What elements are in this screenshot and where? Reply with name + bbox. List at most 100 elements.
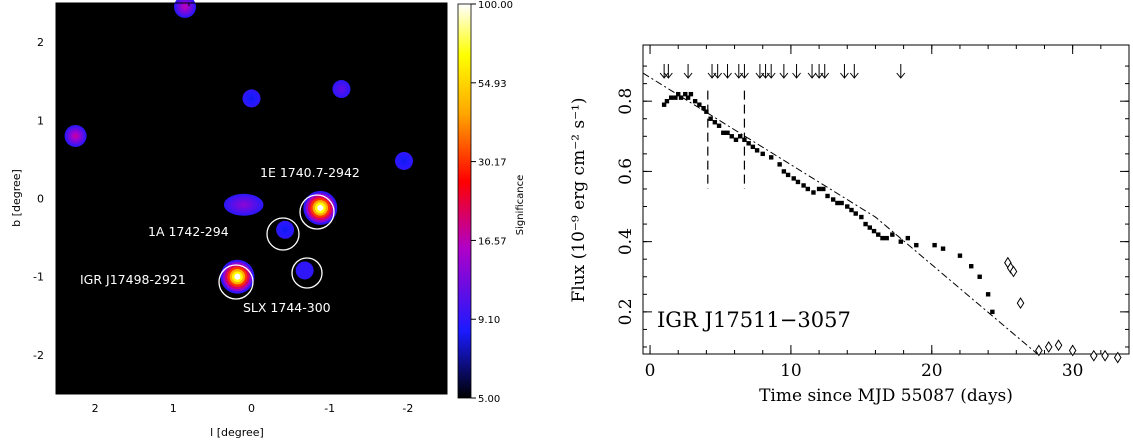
- flux-point-square: [761, 152, 765, 156]
- flux-point-square: [669, 95, 673, 99]
- upper-limit-arrow: [740, 64, 748, 78]
- light-curve-panel: 0 10 20 30 0.2 0.4 0.6 0.8 IGR J17511−3057 Time…: [569, 45, 1129, 406]
- upper-limit-arrow: [708, 64, 716, 78]
- upper-limit-arrow: [850, 64, 858, 78]
- flux-point-square: [872, 229, 876, 233]
- colorbar-tick-label: 16.57: [478, 236, 507, 247]
- map-y-tick-label: 2: [37, 36, 44, 49]
- upper-limit-arrow: [714, 64, 722, 78]
- upper-limit-arrow: [684, 64, 692, 78]
- flux-point-square: [742, 138, 746, 142]
- map-y-axis-label: b [degree]: [10, 169, 23, 227]
- upper-limit-arrow: [808, 64, 816, 78]
- flux-point-square: [941, 246, 945, 250]
- lc-y-tick-label: 0.6: [616, 158, 636, 185]
- source-blob-3: [332, 80, 350, 98]
- flux-point-square: [811, 190, 815, 194]
- source-blob-5: [224, 194, 264, 216]
- source-blob-layer: [402, 159, 405, 162]
- flux-point-square: [730, 134, 734, 138]
- flux-point-square: [817, 187, 821, 191]
- flux-point-square: [796, 180, 800, 184]
- flux-point-square: [868, 225, 872, 229]
- flux-point-square: [721, 131, 725, 135]
- flux-point-square: [977, 275, 981, 279]
- flux-point-square: [825, 194, 829, 198]
- significance-map-panel: 1E 1740.7-2942 1A 1742-294 IGR J17498-29…: [10, 0, 447, 439]
- lc-source-label: IGR J17511−3057: [657, 308, 851, 332]
- flux-point-square: [801, 183, 805, 187]
- lc-y-tick-label: 0.8: [616, 88, 636, 115]
- source-blob-layer: [284, 228, 287, 231]
- source-blob-1: [65, 125, 87, 147]
- flux-point-square: [697, 102, 701, 106]
- upper-limit-arrow: [724, 64, 732, 78]
- upper-limit-arrow: [840, 64, 848, 78]
- source-blob-7: [276, 221, 294, 239]
- colorbar-label: Significance: [515, 175, 526, 236]
- map-y-tick-label: -1: [33, 271, 44, 284]
- flux-point-square: [932, 243, 936, 247]
- lc-x-tick-label: 20: [921, 361, 943, 381]
- flux-point-square: [854, 211, 858, 215]
- upper-limit-arrow: [815, 64, 823, 78]
- flux-point-square: [704, 110, 708, 114]
- flux-point-square: [969, 264, 973, 268]
- flux-point-square: [885, 236, 889, 240]
- upper-limit-arrow: [821, 64, 829, 78]
- colorbar-gradient: [458, 4, 471, 398]
- upper-limit-arrow: [793, 64, 801, 78]
- flux-point-square: [679, 95, 683, 99]
- flux-point-square: [777, 162, 781, 166]
- upper-limit-arrows: [660, 64, 905, 78]
- source-blob-9: [296, 261, 314, 279]
- flux-point-square: [831, 197, 835, 201]
- flux-point-square: [845, 204, 849, 208]
- colorbar-tick-label: 54.93: [478, 79, 507, 90]
- colorbar-tick-label: 30.17: [478, 158, 507, 169]
- flux-point-diamond: [1102, 351, 1108, 361]
- map-x-tick-label: -1: [324, 402, 335, 415]
- flux-point-diamond: [1055, 340, 1061, 350]
- upper-limit-arrow: [735, 64, 743, 78]
- flux-point-square: [849, 208, 853, 212]
- source-blob-layer: [234, 274, 240, 280]
- source-blob-layer: [303, 269, 306, 272]
- source-blob-layer: [183, 5, 187, 9]
- source-blob-layer: [250, 97, 253, 100]
- flux-point-square: [734, 138, 738, 142]
- flux-point-square: [725, 131, 729, 135]
- flux-point-square: [769, 155, 773, 159]
- map-x-tick-label: -2: [402, 402, 413, 415]
- label-slx1744: SLX 1744-300: [243, 300, 331, 315]
- flux-point-square: [986, 292, 990, 296]
- flux-point-square: [906, 236, 910, 240]
- flux-point-square: [746, 141, 750, 145]
- colorbar-tick-label: 100.00: [478, 0, 513, 11]
- upper-limit-arrow: [767, 64, 775, 78]
- flux-point-square: [859, 215, 863, 219]
- colorbar: 100.0054.9330.1716.579.105.00 Significan…: [458, 0, 526, 405]
- flux-point-square: [806, 187, 810, 191]
- map-x-tick-label: 0: [248, 402, 255, 415]
- source-blob-layer: [74, 134, 78, 138]
- label-igr17498: IGR J17498-2921: [80, 272, 186, 287]
- flux-point-square: [786, 173, 790, 177]
- map-x-tick-label: 1: [170, 402, 177, 415]
- flux-point-square: [839, 201, 843, 205]
- flux-point-square: [914, 243, 918, 247]
- flux-point-diamond: [1046, 342, 1052, 352]
- lc-y-tick-label: 0.2: [616, 298, 636, 325]
- source-blob-4: [395, 152, 413, 170]
- flux-point-square: [890, 232, 894, 236]
- upper-limit-arrow: [780, 64, 788, 78]
- source-blob-layer: [340, 87, 343, 90]
- lc-y-axis-label: Flux (10⁻⁹ erg cm⁻² s⁻¹): [569, 97, 589, 302]
- flux-point-square: [708, 117, 712, 121]
- flux-point-square: [693, 99, 697, 103]
- colorbar-ticks: 100.0054.9330.1716.579.105.00: [471, 0, 513, 405]
- map-y-tick-label: 0: [37, 193, 44, 206]
- flux-point-square: [880, 236, 884, 240]
- flux-point-diamond: [1017, 298, 1023, 308]
